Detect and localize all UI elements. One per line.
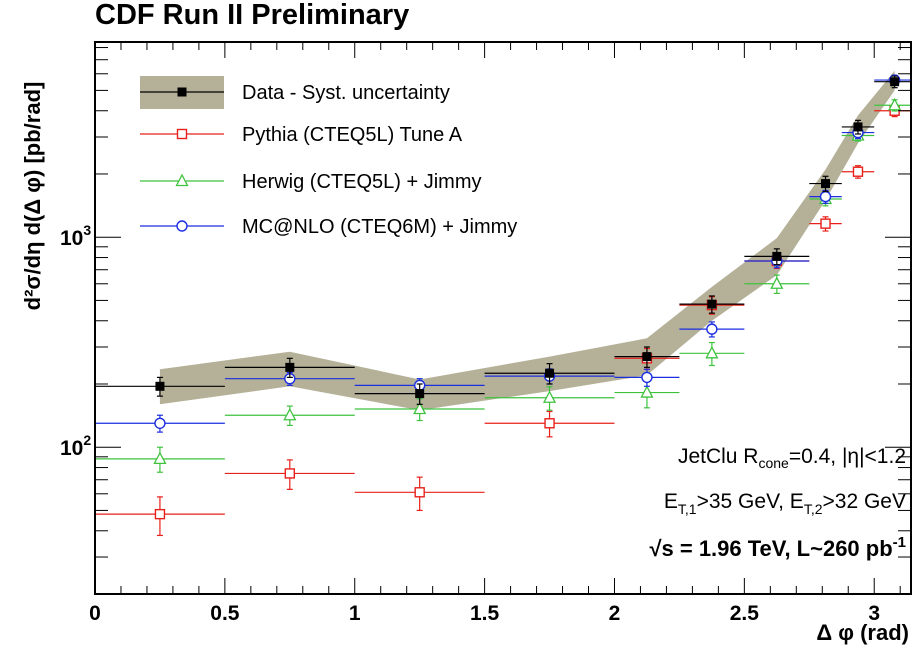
plot-frame <box>94 41 912 595</box>
data-point <box>415 389 425 399</box>
annotation-cone-b: =0.4, |η|<1.2 <box>789 445 906 468</box>
x-tick-label: 1 <box>349 602 361 625</box>
annotation-et-c: >32 GeV <box>823 490 906 513</box>
legend-label: Data - Syst. uncertainty <box>242 82 450 104</box>
data-point <box>155 381 165 391</box>
annotation-cone: JetClu Rcone=0.4, |η|<1.2 <box>678 445 906 471</box>
annotation-et-sub1: T,1 <box>678 501 697 517</box>
syst-band-area <box>159 70 895 411</box>
legend-marker <box>176 128 188 140</box>
legend-marker <box>176 220 188 232</box>
x-tick-label: 0 <box>89 602 101 625</box>
annotation-et-sub2: T,2 <box>804 501 823 517</box>
data-point <box>819 190 832 203</box>
y-tick-exp: 3 <box>83 222 91 238</box>
legend-marker <box>177 87 187 97</box>
annotation-et-a: E <box>664 490 678 513</box>
data-point <box>890 77 900 87</box>
data-point <box>542 390 557 403</box>
y-tick-label: 103 <box>60 222 91 250</box>
data-point <box>154 508 166 520</box>
legend-item-3: MC@NLO (CTEQ6M) + Jimmy <box>140 216 517 238</box>
series-layer <box>95 74 911 537</box>
annotation-et-b: >35 GeV, E <box>697 490 804 513</box>
x-tick-label: 3 <box>868 602 880 625</box>
legend-item-1: Pythia (CTEQ5L) Tune A <box>140 124 463 146</box>
data-point <box>284 468 296 479</box>
y-tick-label: 102 <box>60 432 91 460</box>
data-point <box>852 166 864 177</box>
data-point <box>770 276 784 289</box>
data-point <box>544 418 555 429</box>
data-point <box>820 218 831 229</box>
syst-band <box>159 70 895 411</box>
annotation-cone-a: JetClu R <box>678 445 759 468</box>
annotation-cone-sub: cone <box>758 455 789 471</box>
data-point <box>640 385 654 398</box>
data-point <box>772 251 782 261</box>
x-tick-label: 0.5 <box>210 602 240 625</box>
legend-item-0: Data - Syst. uncertainty <box>140 76 450 109</box>
annotation-lumi-a: √s = 1.96 TeV, L~260 pb <box>649 536 892 561</box>
data-point <box>705 345 719 359</box>
legend-marker <box>175 173 189 187</box>
data-point <box>642 352 652 362</box>
data-point <box>285 362 295 372</box>
y-tick-base: 10 <box>60 437 83 460</box>
annotation-et: ET,1>35 GeV, ET,2>32 GeV <box>664 490 906 517</box>
data-point <box>821 179 831 189</box>
data-point <box>706 323 718 335</box>
series-2 <box>95 97 911 473</box>
data-point <box>545 368 555 378</box>
data-point <box>153 451 167 465</box>
chart-title: CDF Run II Preliminary <box>95 0 409 31</box>
x-axis-label: Δ φ (rad) <box>816 620 909 645</box>
data-point <box>414 487 425 498</box>
data-point <box>413 401 427 415</box>
y-tick-base: 10 <box>60 227 83 250</box>
x-tick-label: 2 <box>609 602 621 625</box>
x-tick-label: 2.5 <box>730 602 760 625</box>
y-axis-label: d²σ/dη d(Δ φ) [pb/rad] <box>20 82 45 311</box>
data-point <box>283 407 297 421</box>
legend-label: Herwig (CTEQ5L) + Jimmy <box>242 171 481 193</box>
data-point <box>888 97 902 111</box>
legend-item-2: Herwig (CTEQ5L) + Jimmy <box>140 171 481 193</box>
y-tick-exp: 2 <box>83 432 91 448</box>
data-point <box>853 122 863 132</box>
data-point <box>707 299 717 309</box>
x-tick-label: 1.5 <box>470 602 500 625</box>
annotation-lumi-sup: -1 <box>893 534 906 551</box>
data-point <box>154 417 166 429</box>
legend-label: Pythia (CTEQ5L) Tune A <box>242 124 463 146</box>
legend: Data - Syst. uncertainty Pythia (CTEQ5L) … <box>140 76 517 238</box>
data-point <box>641 371 653 384</box>
legend-label: MC@NLO (CTEQ6M) + Jimmy <box>242 216 517 238</box>
annotation-lumi: √s = 1.96 TeV, L~260 pb-1 <box>649 534 906 561</box>
series-0 <box>95 75 911 405</box>
